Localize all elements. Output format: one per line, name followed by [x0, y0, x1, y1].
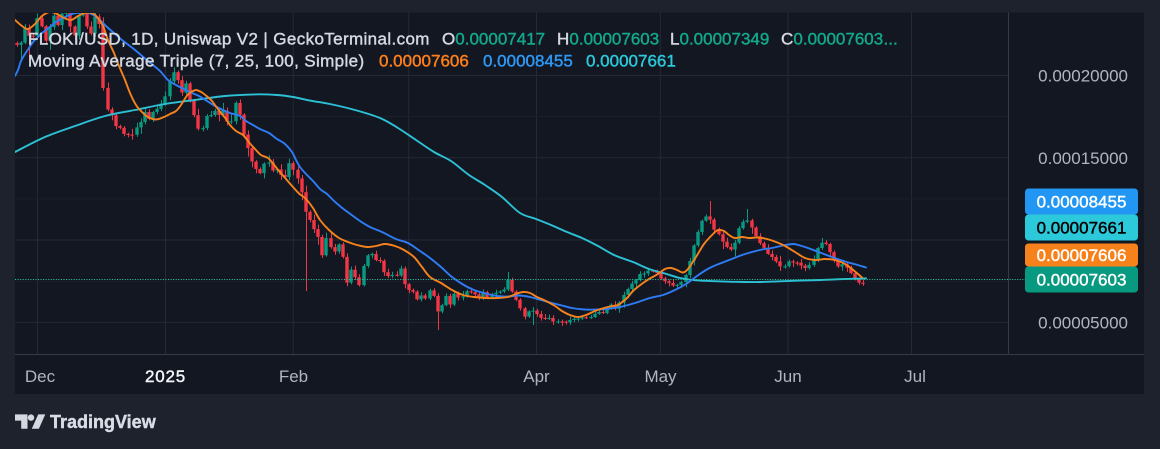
svg-text:0.00007606: 0.00007606: [1037, 246, 1127, 265]
svg-text:C: C: [781, 30, 793, 49]
svg-text:0.00007661: 0.00007661: [1037, 219, 1127, 238]
svg-text:0.00007349: 0.00007349: [680, 30, 770, 49]
svg-text:0.00007603: 0.00007603: [569, 30, 659, 49]
svg-text:0.00007603: 0.00007603: [1037, 271, 1127, 290]
svg-text:TradingView: TradingView: [50, 412, 157, 432]
svg-text:O: O: [442, 30, 455, 49]
svg-text:May: May: [644, 367, 677, 386]
svg-text:0.00015000: 0.00015000: [1038, 149, 1128, 168]
svg-text:Feb: Feb: [279, 367, 308, 386]
svg-text:Moving Average Triple (7, 25,: Moving Average Triple (7, 25, 100, Simpl…: [28, 52, 365, 71]
svg-text:H: H: [557, 30, 569, 49]
svg-text:0.00007603: 0.00007603: [793, 30, 883, 49]
svg-text:0.00007606: 0.00007606: [379, 52, 469, 71]
svg-text:0.00005000: 0.00005000: [1038, 313, 1128, 332]
svg-text:0.00020000: 0.00020000: [1038, 67, 1128, 86]
svg-text:L: L: [670, 30, 679, 49]
svg-text:...: ...: [884, 30, 898, 49]
svg-text:2025: 2025: [145, 367, 186, 386]
svg-text:Jun: Jun: [774, 367, 801, 386]
svg-text:0.00008455: 0.00008455: [483, 52, 573, 71]
svg-text:FLOKI/USD, 1D, Uniswap V2 | Ge: FLOKI/USD, 1D, Uniswap V2 | GeckoTermina…: [28, 30, 430, 49]
svg-text:0.00007661: 0.00007661: [586, 52, 676, 71]
svg-text:0.00008455: 0.00008455: [1037, 193, 1127, 212]
svg-text:0.00007417: 0.00007417: [455, 30, 545, 49]
svg-text:Apr: Apr: [523, 367, 550, 386]
svg-text:Jul: Jul: [904, 367, 926, 386]
svg-text:Dec: Dec: [25, 367, 56, 386]
